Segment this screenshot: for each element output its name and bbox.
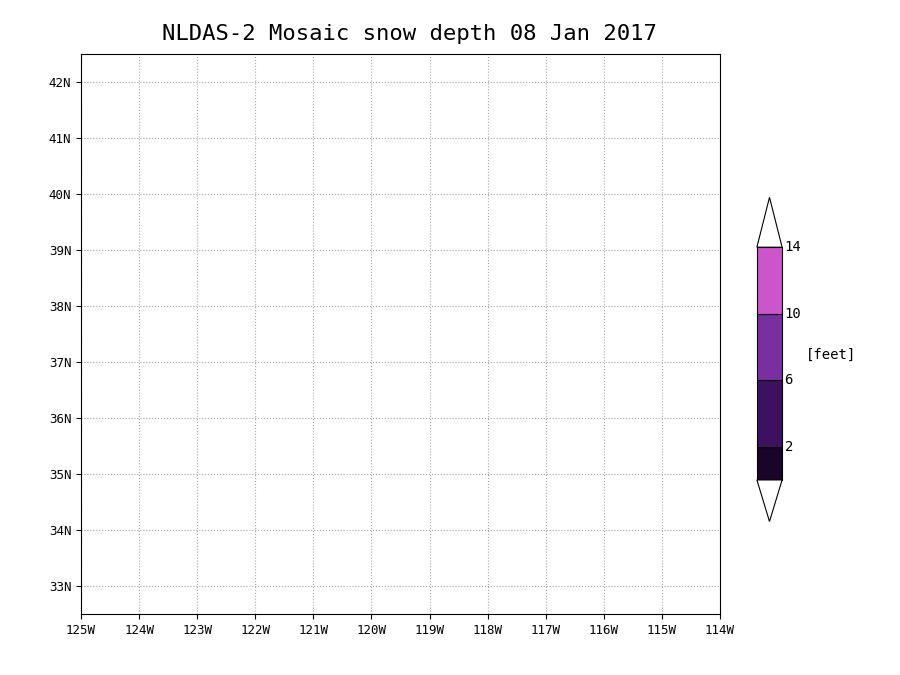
Text: 10: 10 [785, 306, 801, 321]
Bar [757, 247, 782, 314]
Text: NLDAS-2 Mosaic snow depth 08 Jan 2017: NLDAS-2 Mosaic snow depth 08 Jan 2017 [162, 24, 657, 44]
Bar [757, 380, 782, 447]
Text: 6: 6 [785, 373, 793, 387]
Bar [757, 447, 782, 480]
Polygon shape [757, 197, 782, 247]
Text: [feet]: [feet] [806, 348, 856, 362]
Bar [757, 314, 782, 380]
Text: 14: 14 [785, 240, 801, 254]
Polygon shape [757, 480, 782, 522]
Text: 2: 2 [785, 439, 793, 454]
